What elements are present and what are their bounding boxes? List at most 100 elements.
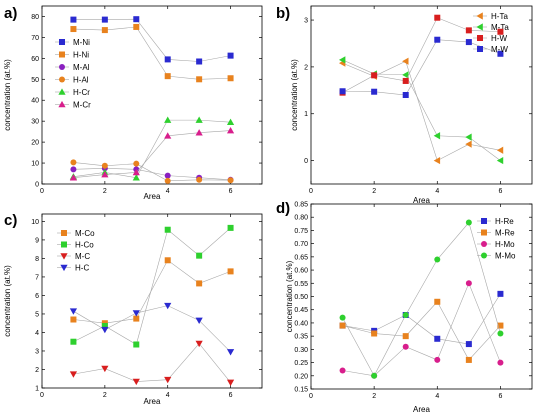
series-H-Al [70, 159, 234, 184]
x-axis-title: Area [144, 397, 161, 406]
y-tick-label: 0.35 [294, 334, 308, 341]
y-tick-label: 10 [31, 219, 39, 226]
data-point [434, 14, 441, 21]
legend-label: M-Mo [495, 252, 516, 261]
data-point [101, 365, 109, 373]
series-line [73, 167, 231, 181]
series-line [73, 259, 231, 324]
data-point [132, 174, 140, 181]
y-tick-label: 0.20 [294, 373, 308, 380]
series-M-Mo [339, 219, 504, 379]
data-point [497, 359, 504, 366]
legend-label: H-C [75, 264, 89, 273]
series-H-Ni [70, 23, 234, 83]
legend-entry: H-W [473, 34, 507, 43]
x-tick-label: 4 [166, 188, 170, 195]
x-tick-label: 4 [435, 188, 439, 195]
y-tick-label: 20 [31, 140, 39, 147]
y-tick-label: 1 [304, 111, 308, 118]
data-point [132, 168, 140, 176]
legend-label: M-Cr [73, 101, 91, 110]
y-tick-label: 0.70 [294, 241, 308, 248]
data-point [402, 343, 409, 350]
data-point [465, 140, 472, 148]
y-tick-label: 0.80 [294, 215, 308, 222]
data-point [70, 159, 77, 166]
data-point [164, 302, 172, 310]
data-point [371, 330, 378, 337]
data-point [101, 326, 109, 334]
series-line [73, 305, 231, 353]
data-point [227, 177, 234, 184]
y-tick-label: 4 [35, 330, 39, 337]
data-point [402, 57, 409, 65]
legend-entry: H-Mo [477, 240, 515, 249]
data-point [164, 172, 171, 179]
data-point [227, 75, 234, 82]
series-M-Co [70, 257, 234, 327]
data-point [133, 160, 140, 167]
legend-marker [61, 241, 67, 248]
y-tick-label: 40 [31, 98, 39, 105]
data-point [196, 252, 203, 259]
series-line [73, 343, 231, 383]
y-tick-label: 10 [31, 161, 39, 168]
legend-entry: H-Ni [55, 51, 89, 60]
panel-label: a) [4, 5, 17, 22]
data-point [226, 349, 235, 356]
y-tick-label: 0 [35, 182, 39, 189]
legend-entry: M-C [57, 252, 90, 261]
series-line [342, 293, 501, 345]
data-point [433, 132, 441, 140]
x-axis-title: Area [413, 196, 430, 205]
data-point [69, 308, 78, 315]
data-point [196, 176, 203, 183]
legend-entry: H-Re [477, 217, 514, 226]
series-line [342, 60, 501, 162]
panel-label: d) [276, 200, 290, 217]
series-line [73, 130, 231, 179]
chart-panel-4: d) 0 2 4 6 0.15 0.20 0.25 0.30 0.35 0.40 0.45 0.50 0.… [276, 200, 533, 414]
x-tick-label: 0 [309, 188, 313, 195]
x-tick-label: 6 [229, 392, 233, 399]
y-tick-label: 0.30 [294, 347, 308, 354]
data-point [195, 340, 203, 348]
data-point [465, 341, 472, 348]
data-point [402, 71, 409, 79]
data-point [132, 378, 140, 386]
legend-label: H-Re [495, 217, 514, 226]
data-point [339, 322, 346, 329]
series-line [342, 17, 501, 93]
data-point [70, 16, 77, 23]
x-tick-label: 4 [166, 392, 170, 399]
legend-marker [481, 241, 487, 247]
x-tick-label: 6 [498, 188, 502, 195]
data-point [465, 39, 472, 46]
legend-label: H-Ta [491, 12, 508, 21]
data-point [101, 162, 108, 169]
data-point [101, 27, 108, 34]
data-point [101, 170, 109, 178]
data-point [402, 92, 409, 98]
data-point [497, 290, 504, 297]
legend-label: H-W [491, 34, 507, 43]
legend-marker [481, 218, 487, 224]
panel-label: b) [276, 5, 290, 22]
y-tick-label: 1 [35, 386, 39, 393]
y-tick-label: 3 [304, 18, 308, 25]
data-point [402, 333, 409, 340]
legend-entry: M-Re [477, 229, 515, 238]
data-point [465, 219, 472, 226]
data-point [227, 268, 234, 275]
series-line [342, 39, 501, 96]
data-point [497, 28, 504, 35]
data-point [133, 23, 140, 30]
y-tick-label: 5 [35, 311, 39, 318]
data-point [70, 316, 77, 323]
data-point [227, 224, 234, 231]
y-tick-label: 3 [35, 348, 39, 355]
series-line [73, 162, 231, 182]
legend-marker [59, 64, 65, 70]
series-M-W [339, 36, 504, 98]
y-tick-label: 0.85 [294, 202, 308, 209]
